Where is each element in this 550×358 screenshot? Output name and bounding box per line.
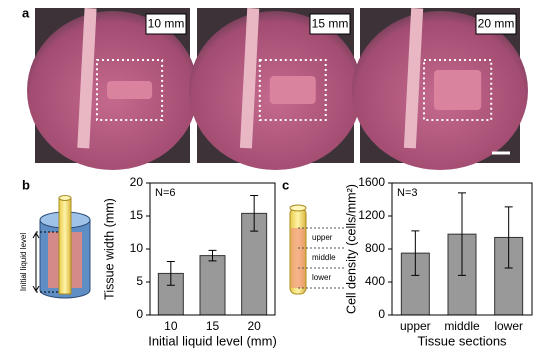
panel-label: b	[22, 177, 30, 192]
diagram-b: Initial liquid level	[19, 195, 91, 299]
photo-label: 15 mm	[312, 17, 349, 31]
x-axis-label: Tissue sections	[417, 333, 507, 348]
strip	[403, 7, 424, 149]
bar	[199, 255, 226, 316]
y-tick-label: 20	[130, 175, 144, 189]
bar	[241, 212, 268, 316]
error-bar	[504, 206, 513, 269]
photo-label: 10 mm	[148, 17, 185, 31]
error-bar	[411, 230, 420, 276]
error-bar	[208, 249, 217, 262]
roi	[96, 59, 164, 121]
photo-label-box	[475, 13, 517, 35]
photo-label-box	[309, 13, 351, 35]
diagram-c: upper middle lower	[289, 204, 345, 295]
plot-frame	[391, 182, 533, 316]
annotation: N=6	[155, 187, 176, 199]
x-tick-label: 15	[206, 319, 220, 333]
panel-label: a	[22, 5, 30, 20]
y-axis-label: Tissue width (mm)	[102, 198, 116, 300]
section-label: middle	[312, 253, 336, 262]
y-tick-label: 10	[130, 241, 144, 255]
tissue	[434, 70, 482, 110]
x-tick-label: upper	[400, 319, 431, 333]
tissue	[269, 76, 316, 104]
photo-label: 20 mm	[478, 17, 515, 31]
section-label: upper	[312, 233, 333, 242]
error-bar	[250, 195, 259, 232]
x-tick-label: lower	[494, 319, 523, 333]
plot-frame	[149, 182, 276, 316]
diagram-label: Initial liquid level	[19, 233, 28, 291]
y-tick-label: 0	[378, 307, 385, 321]
x-axis-label: Initial liquid level (mm)	[148, 333, 277, 348]
error-bar	[166, 261, 175, 286]
y-tick-label: 5	[136, 274, 143, 288]
photos: 10 mm 15 mm 20 mm	[27, 7, 528, 170]
y-tick-label: 800	[365, 241, 385, 255]
y-axis-label: Cell density (cells/mm²)	[344, 184, 358, 314]
panel-label: c	[282, 177, 289, 192]
strip	[239, 8, 260, 149]
tissue	[107, 81, 153, 99]
section-label: lower	[312, 273, 331, 282]
annotation: N=3	[397, 187, 418, 199]
roi	[423, 59, 493, 121]
y-tick-label: 15	[130, 208, 144, 222]
strip	[77, 8, 97, 149]
photo-label-box	[145, 13, 187, 35]
y-tick-label: 1200	[358, 208, 385, 222]
y-tick-label: 1600	[358, 175, 385, 189]
x-tick-label: middle	[444, 319, 480, 333]
x-tick-label: 10	[164, 319, 178, 333]
x-tick-label: 20	[247, 319, 261, 333]
roi	[258, 59, 327, 121]
y-tick-label: 400	[365, 274, 385, 288]
y-tick-label: 0	[136, 307, 143, 321]
error-bar	[458, 192, 466, 276]
